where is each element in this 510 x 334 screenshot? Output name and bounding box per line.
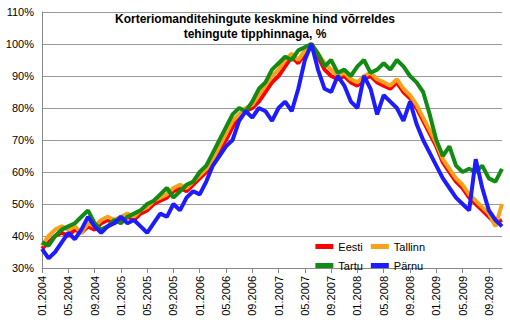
svg-text:40%: 40% [12,230,34,242]
svg-text:Tallinn: Tallinn [394,241,425,253]
svg-text:80%: 80% [12,102,34,114]
svg-text:05.2007: 05.2007 [299,276,311,316]
svg-text:09.2008: 09.2008 [404,276,416,316]
svg-text:Pärnu: Pärnu [394,260,423,272]
svg-text:09.2009: 09.2009 [483,276,495,316]
svg-text:09.2004: 09.2004 [89,276,101,316]
svg-text:90%: 90% [12,70,34,82]
svg-text:110%: 110% [7,6,35,18]
svg-text:70%: 70% [12,134,34,146]
svg-text:30%: 30% [12,262,34,274]
svg-text:01.2007: 01.2007 [273,276,285,316]
svg-text:Korteriomanditehingute keskmin: Korteriomanditehingute keskmine hind võr… [115,12,395,26]
svg-text:01.2009: 01.2009 [430,276,442,316]
svg-text:05.2008: 05.2008 [378,276,390,316]
svg-text:60%: 60% [12,166,34,178]
svg-text:05.2004: 05.2004 [62,276,74,316]
svg-text:01.2004: 01.2004 [36,276,48,316]
svg-text:05.2006: 05.2006 [220,276,232,316]
svg-text:05.2009: 05.2009 [457,276,469,316]
svg-text:05.2005: 05.2005 [141,276,153,316]
svg-text:100%: 100% [6,38,34,50]
svg-text:Eesti: Eesti [338,241,362,253]
svg-text:50%: 50% [12,198,34,210]
svg-text:01.2005: 01.2005 [115,276,127,316]
svg-text:01.2008: 01.2008 [351,276,363,316]
svg-text:09.2005: 09.2005 [167,276,179,316]
svg-text:09.2006: 09.2006 [246,276,258,316]
svg-text:tehingute tipphinnaga, %: tehingute tipphinnaga, % [184,27,327,41]
svg-text:09.2007: 09.2007 [325,276,337,316]
svg-text:Tartu: Tartu [338,260,362,272]
svg-text:01.2006: 01.2006 [194,276,206,316]
